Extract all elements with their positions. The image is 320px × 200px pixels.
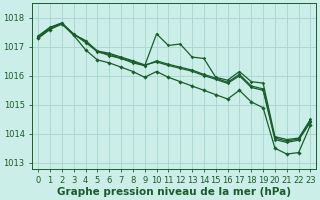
X-axis label: Graphe pression niveau de la mer (hPa): Graphe pression niveau de la mer (hPa) bbox=[57, 187, 291, 197]
